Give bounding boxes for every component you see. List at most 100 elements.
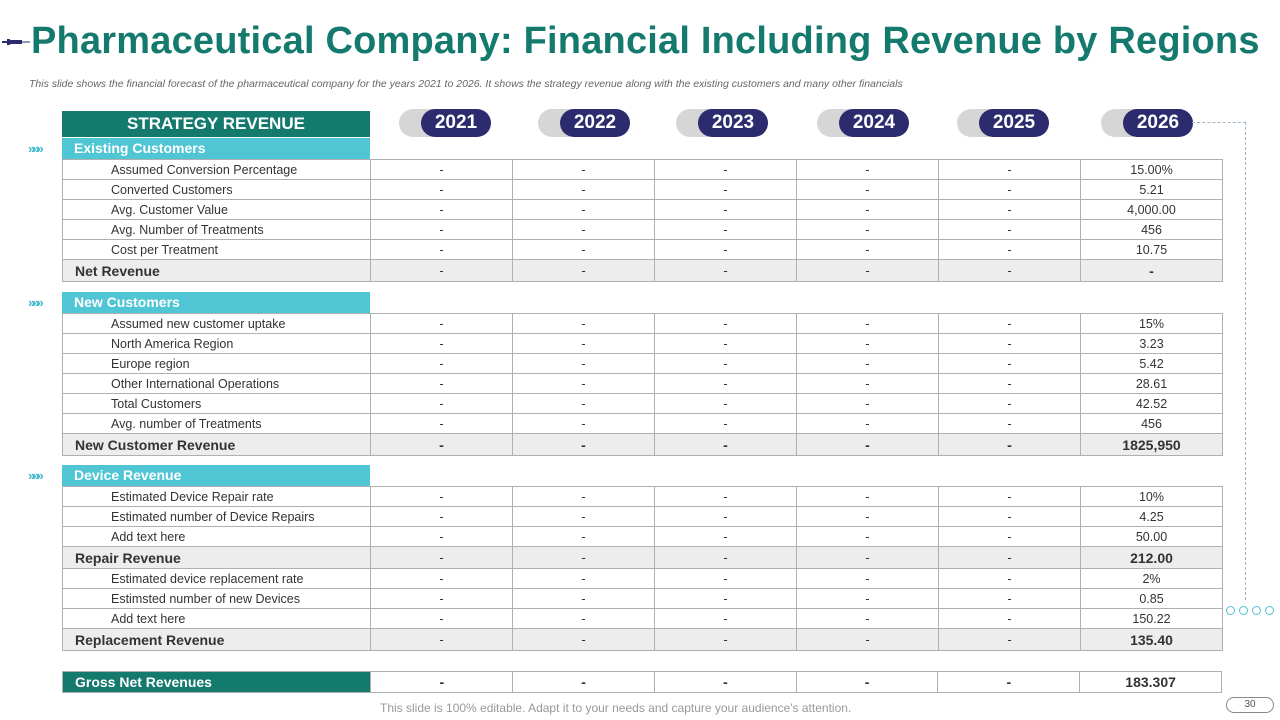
row-value: - <box>654 526 797 547</box>
table-row: Assumed new customer uptake - - - - -15% <box>62 313 1223 334</box>
row-value: - <box>938 179 1081 200</box>
total-value: - <box>654 546 797 569</box>
row-value: - <box>796 608 939 629</box>
row-value: - <box>370 179 513 200</box>
row-value: - <box>938 199 1081 220</box>
row-value: - <box>938 413 1081 434</box>
dashed-connector <box>1245 122 1246 600</box>
row-value: - <box>512 353 655 374</box>
table-row: Avg. Customer Value - - - - -4,000.00 <box>62 199 1223 220</box>
row-value: - <box>512 179 655 200</box>
row-value: - <box>796 219 939 240</box>
row-value: - <box>938 313 1081 334</box>
row-value: - <box>512 588 655 609</box>
row-value: 50.00 <box>1080 526 1223 547</box>
row-value: - <box>512 333 655 354</box>
table-row: Assumed Conversion Percentage - - - - -15.00% <box>62 159 1223 180</box>
syringe-icon <box>2 39 30 45</box>
row-value: - <box>370 588 513 609</box>
row-value: - <box>654 588 797 609</box>
row-value: 456 <box>1080 413 1223 434</box>
total-value: - <box>938 628 1081 651</box>
total-value: - <box>938 433 1081 456</box>
total-value: - <box>938 259 1081 282</box>
gross-value: - <box>370 672 512 692</box>
dashed-connector <box>1192 122 1246 123</box>
row-value: - <box>512 239 655 260</box>
row-value: - <box>512 393 655 414</box>
total-value: - <box>654 259 797 282</box>
row-value: - <box>370 239 513 260</box>
row-label: Avg. Number of Treatments <box>62 219 371 240</box>
chevron-icon: »»» <box>28 295 44 310</box>
total-value: - <box>370 546 513 569</box>
year-label: 2025 <box>979 109 1049 137</box>
total-row: Replacement Revenue - - - - -135.40 <box>62 628 1223 651</box>
row-value: - <box>938 608 1081 629</box>
row-value: - <box>938 353 1081 374</box>
page-number: 30 <box>1226 697 1274 713</box>
replacement-table: Estimated device replacement rate - - - - -2%… <box>62 568 1223 651</box>
row-label: Estimsted number of new Devices <box>62 588 371 609</box>
row-value: - <box>370 393 513 414</box>
row-value: - <box>654 568 797 589</box>
row-value: - <box>654 333 797 354</box>
row-label: Estimated number of Device Repairs <box>62 506 371 527</box>
total-value: - <box>512 628 655 651</box>
total-row: Repair Revenue - - - - -212.00 <box>62 546 1223 569</box>
row-value: - <box>796 588 939 609</box>
total-label: Replacement Revenue <box>62 628 371 651</box>
row-value: - <box>654 353 797 374</box>
total-value: - <box>938 546 1081 569</box>
row-value: - <box>938 333 1081 354</box>
row-value: 15.00% <box>1080 159 1223 180</box>
row-value: - <box>370 608 513 629</box>
row-value: - <box>796 239 939 260</box>
gross-value: 183.307 <box>1079 672 1221 692</box>
total-row: New Customer Revenue - - - - -1825,950 <box>62 433 1223 456</box>
gross-value: - <box>512 672 654 692</box>
row-value: 5.21 <box>1080 179 1223 200</box>
total-value: - <box>370 628 513 651</box>
row-value: - <box>654 393 797 414</box>
row-value: - <box>796 333 939 354</box>
page-subtitle: This slide shows the financial forecast … <box>29 78 903 90</box>
row-value: - <box>796 159 939 180</box>
row-value: - <box>654 239 797 260</box>
table-row: Total Customers - - - - -42.52 <box>62 393 1223 414</box>
table-row: Converted Customers - - - - -5.21 <box>62 179 1223 200</box>
table-row: Estimated device replacement rate - - - - -2% <box>62 568 1223 589</box>
row-value: 4.25 <box>1080 506 1223 527</box>
row-value: - <box>796 568 939 589</box>
row-label: Add text here <box>62 526 371 547</box>
row-value: 4,000.00 <box>1080 199 1223 220</box>
row-label: Avg. number of Treatments <box>62 413 371 434</box>
row-value: - <box>370 568 513 589</box>
row-value: - <box>370 486 513 507</box>
table-row: Avg. number of Treatments - - - - -456 <box>62 413 1223 434</box>
device-revenue-table: Estimated Device Repair rate - - - - -10% Esti… <box>62 486 1223 569</box>
row-value: - <box>938 239 1081 260</box>
row-value: - <box>796 313 939 334</box>
year-label: 2026 <box>1123 109 1193 137</box>
row-value: - <box>370 159 513 180</box>
table-row: Estimated Device Repair rate - - - - -10% <box>62 486 1223 507</box>
row-value: - <box>796 373 939 394</box>
table-row: North America Region - - - - -3.23 <box>62 333 1223 354</box>
gross-net-revenues-row: Gross Net Revenues - - - - - 183.307 <box>62 671 1222 693</box>
row-value: - <box>654 219 797 240</box>
row-value: 0.85 <box>1080 588 1223 609</box>
row-value: 2% <box>1080 568 1223 589</box>
row-value: - <box>512 526 655 547</box>
row-value: - <box>654 608 797 629</box>
table-row: Avg. Number of Treatments - - - - -456 <box>62 219 1223 240</box>
year-label: 2023 <box>698 109 768 137</box>
row-value: - <box>512 313 655 334</box>
decor-circles <box>1226 606 1274 615</box>
row-value: - <box>938 393 1081 414</box>
row-value: - <box>370 413 513 434</box>
total-value: - <box>654 628 797 651</box>
year-label: 2024 <box>839 109 909 137</box>
table-row: Estimsted number of new Devices - - - - -0.85 <box>62 588 1223 609</box>
row-value: - <box>796 413 939 434</box>
